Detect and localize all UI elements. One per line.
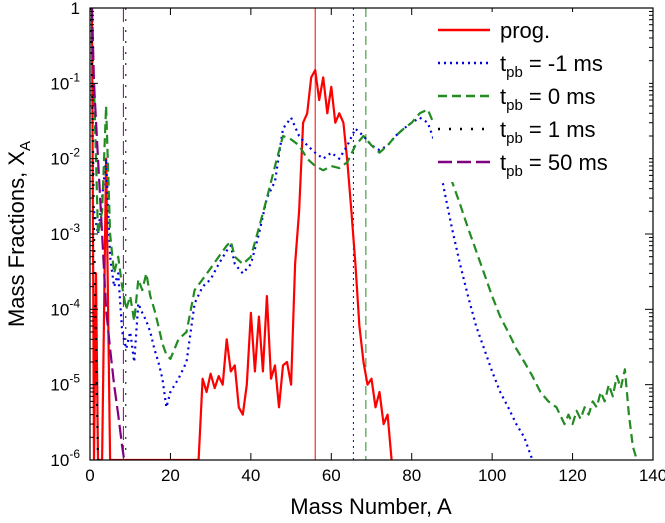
x-tick-label: 60 — [322, 466, 341, 485]
y-tick-base: 10 — [50, 225, 69, 244]
y-tick-label: 10-2 — [50, 146, 80, 169]
legend-label: tpb = 1 ms — [500, 117, 596, 147]
x-tick-label: 0 — [85, 466, 94, 485]
y-axis-title-main: Mass Fractions, X — [4, 151, 29, 327]
y-tick-exponent: -3 — [69, 221, 80, 235]
y-tick-exponent: -2 — [69, 146, 80, 160]
legend-label-sub: pb — [506, 163, 523, 180]
y-tick-base: 10 — [50, 376, 69, 395]
y-tick-label: 10-1 — [50, 70, 80, 93]
legend-label-rest: = -1 ms — [523, 51, 603, 76]
y-axis-title-sub: A — [17, 141, 34, 151]
legend-label-main: prog. — [500, 18, 550, 43]
legend-label-sub: pb — [506, 130, 523, 147]
y-axis-title: Mass Fractions, XA — [4, 141, 34, 327]
x-tick-label: 140 — [639, 466, 665, 485]
y-tick-label: 1 — [71, 0, 80, 18]
legend-label-main: t — [500, 84, 506, 109]
legend-label-sub: pb — [506, 97, 523, 114]
y-tick-base: 10 — [50, 150, 69, 169]
x-tick-label: 100 — [478, 466, 506, 485]
legend-label: tpb = 0 ms — [500, 84, 596, 114]
legend-label-rest: = 0 ms — [523, 84, 596, 109]
vertical-marker-lines — [122, 8, 367, 460]
series-line-1 — [92, 116, 534, 460]
series-line-2 — [92, 83, 638, 460]
y-tick-base: 1 — [71, 0, 80, 18]
legend-label-rest: = 1 ms — [523, 117, 596, 142]
y-tick-exponent: -1 — [69, 70, 80, 84]
legend-label-sub: pb — [506, 64, 523, 81]
legend-label-main: t — [500, 51, 506, 76]
y-tick-base: 10 — [50, 451, 69, 470]
y-tick-label: 10-6 — [50, 447, 80, 470]
legend-label: prog. — [500, 18, 550, 43]
x-tick-label: 80 — [402, 466, 421, 485]
series-line-4 — [90, 8, 126, 460]
y-tick-base: 10 — [50, 74, 69, 93]
legend-label: tpb = 50 ms — [500, 150, 608, 180]
series-lines — [90, 8, 638, 460]
series-line-0 — [90, 8, 393, 460]
x-tick-label: 20 — [161, 466, 180, 485]
x-tick-label: 40 — [241, 466, 260, 485]
y-tick-exponent: -6 — [69, 447, 80, 461]
x-axis-ticks: 0 20 40 60 80 100 120 140 — [85, 8, 665, 485]
legend-label-rest: = 50 ms — [523, 150, 608, 175]
y-tick-base: 10 — [50, 300, 69, 319]
legend-label-main: t — [500, 150, 506, 175]
legend-label: tpb = -1 ms — [500, 51, 603, 81]
legend-label-main: t — [500, 117, 506, 142]
y-tick-exponent: -5 — [69, 372, 80, 386]
y-tick-label: 10-5 — [50, 372, 80, 395]
x-axis-title: Mass Number, A — [290, 494, 452, 519]
y-tick-exponent: -4 — [69, 296, 80, 310]
x-tick-label: 120 — [558, 466, 586, 485]
y-axis-ticks: 10-610-510-410-310-210-11 — [50, 0, 653, 470]
y-tick-label: 10-3 — [50, 221, 80, 244]
y-tick-label: 10-4 — [50, 296, 80, 319]
